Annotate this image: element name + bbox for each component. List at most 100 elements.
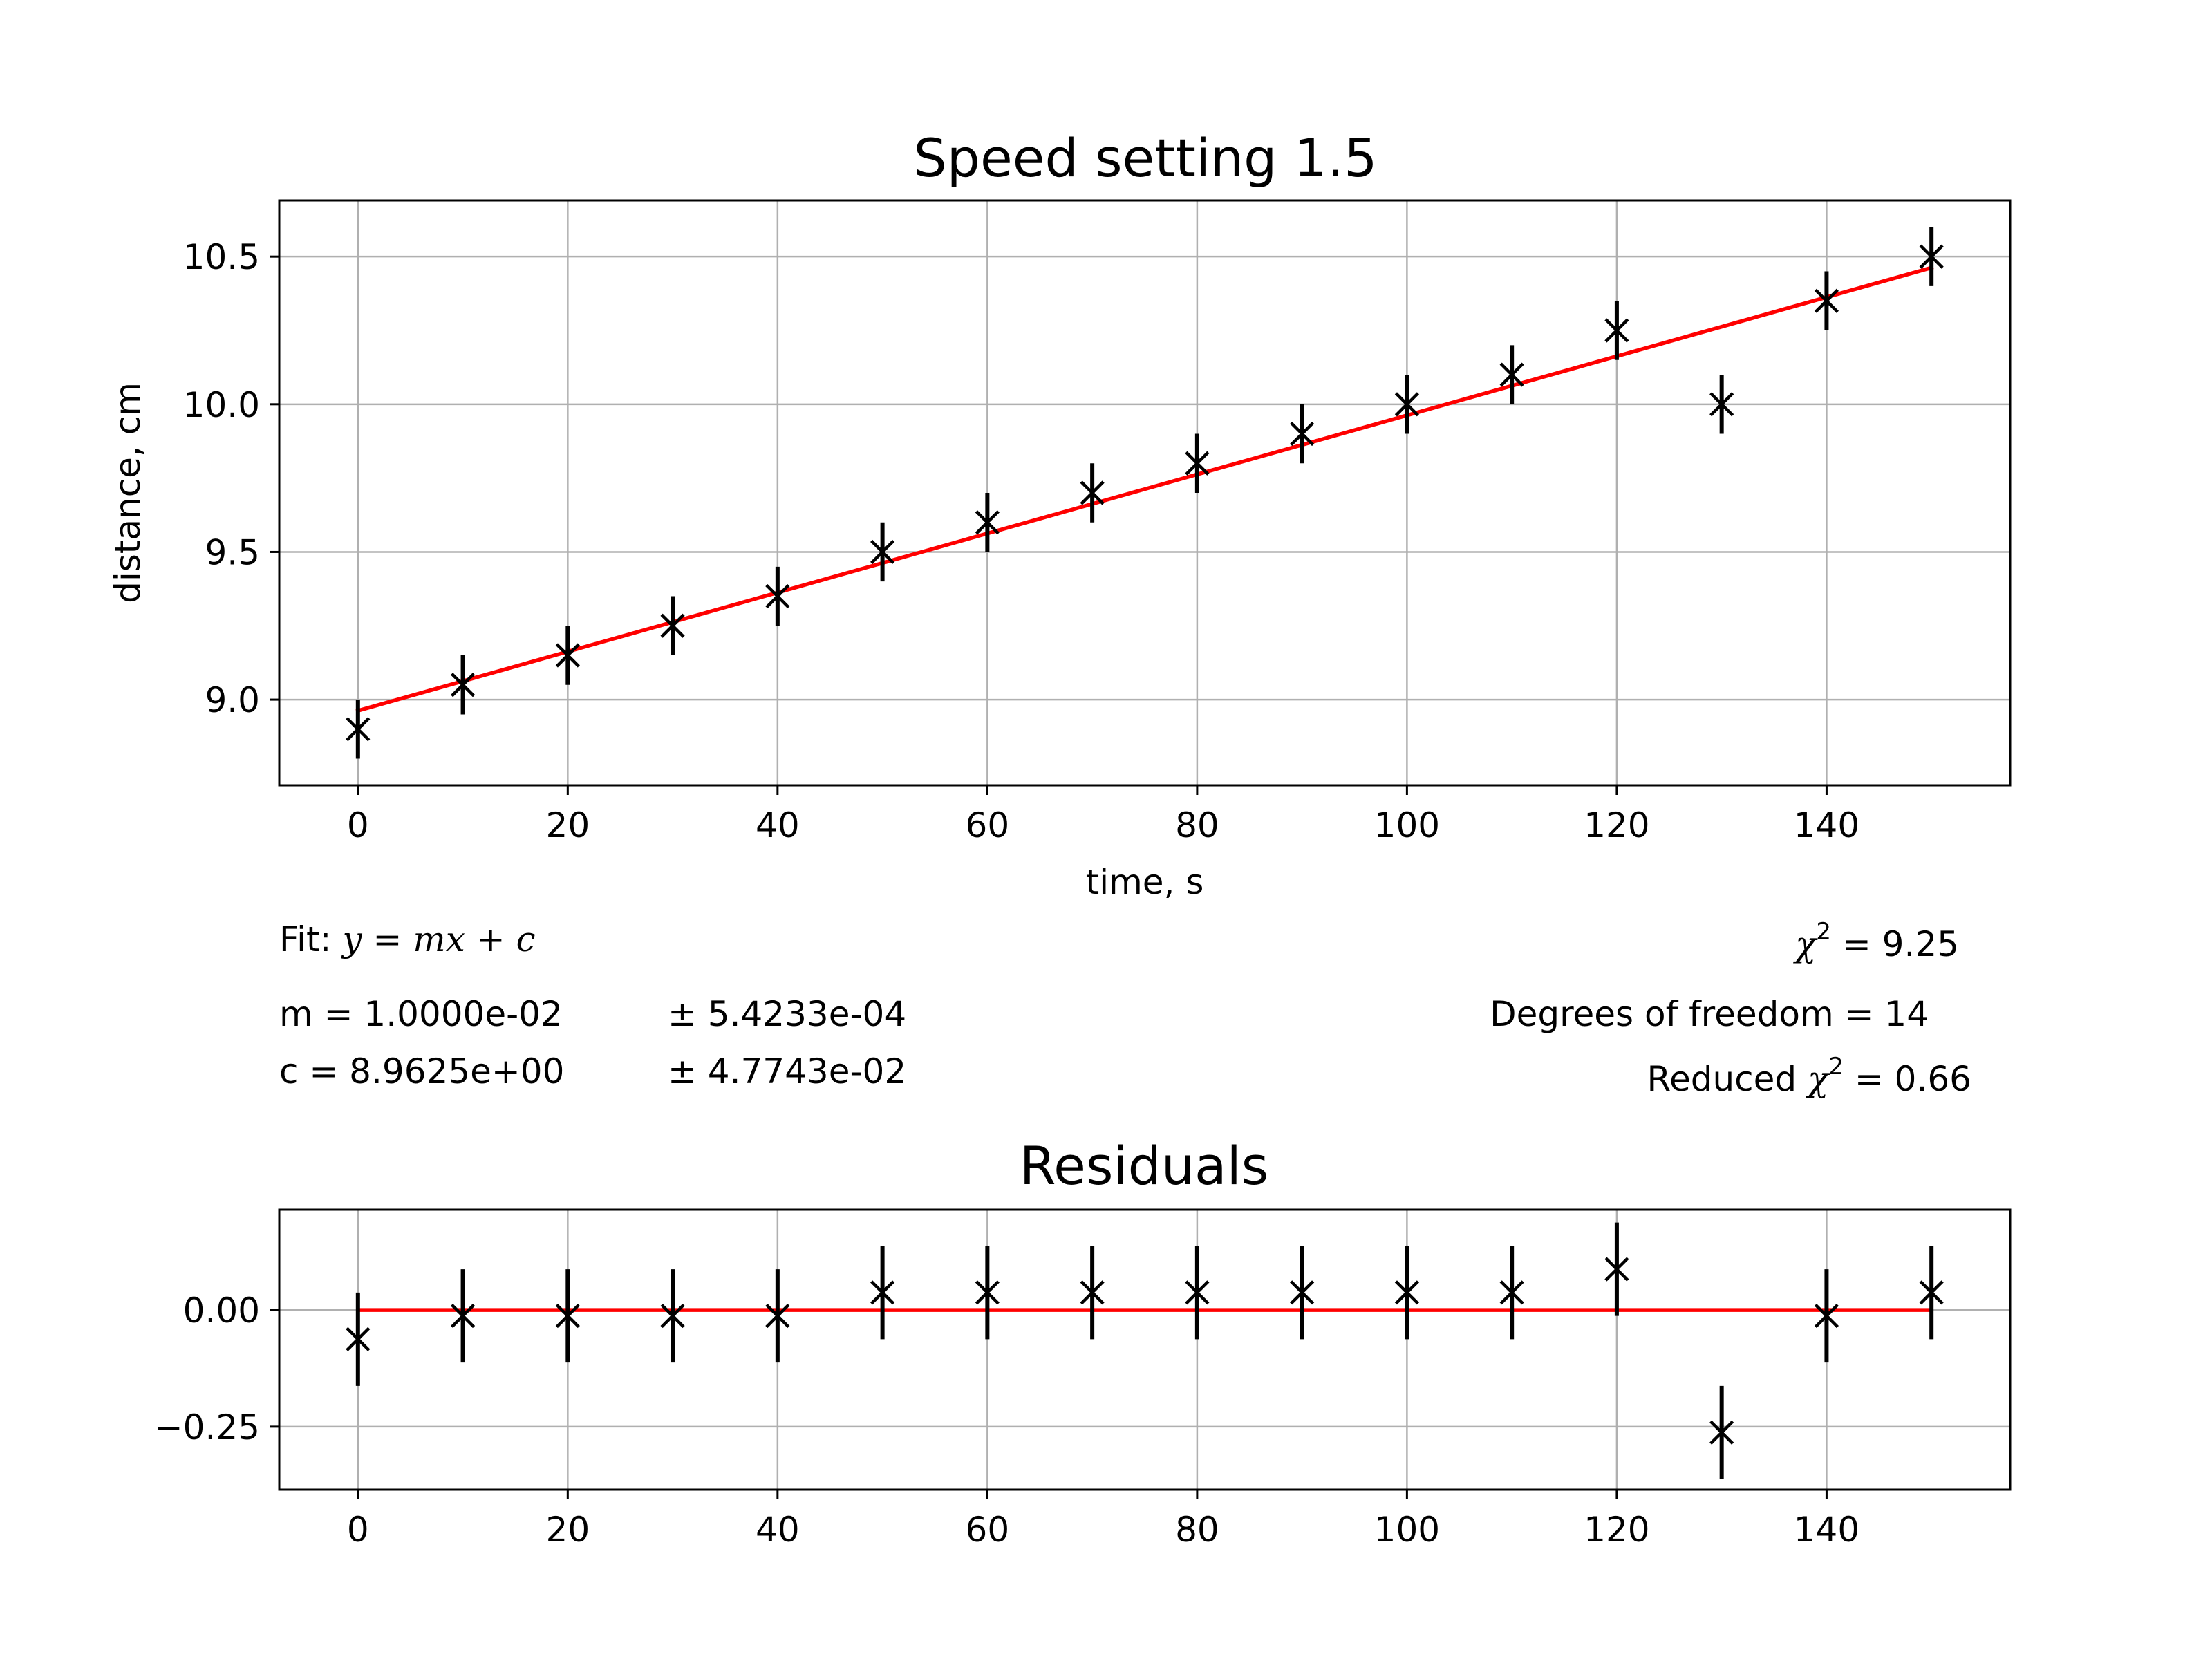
main-marker-10 xyxy=(450,673,476,697)
residuals-marker-70 xyxy=(1080,1280,1105,1305)
main-marker-80 xyxy=(1185,451,1210,476)
main-plot: Speed setting 1.5 0 20 40 60 80 100 120 140 9.0 9… xyxy=(108,127,2012,902)
main-xtick-label-40: 40 xyxy=(756,805,800,845)
main-ytick-label-1: 9.5 xyxy=(205,532,260,572)
residuals-point-70 xyxy=(1080,1246,1105,1340)
main-point-130 xyxy=(1709,375,1734,434)
main-point-80 xyxy=(1185,433,1210,493)
main-points xyxy=(346,227,1944,759)
main-xtick-label-120: 120 xyxy=(1584,805,1649,845)
residuals-point-10 xyxy=(450,1269,476,1363)
residuals-marker-80 xyxy=(1185,1280,1210,1305)
residuals-xtick-label-20: 20 xyxy=(546,1510,590,1550)
main-ytick-label-3: 10.5 xyxy=(183,237,260,277)
residuals-grid xyxy=(279,1210,2010,1490)
main-point-120 xyxy=(1604,301,1629,360)
residuals-xtick-label-140: 140 xyxy=(1794,1510,1859,1550)
residuals-plot: Residuals 0 20 40 60 80 100 120 140 0.00 −0.25 xyxy=(154,1135,2012,1550)
residuals-xtick-label-120: 120 xyxy=(1584,1510,1649,1550)
main-marker-30 xyxy=(660,613,685,638)
residuals-title: Residuals xyxy=(1020,1135,1269,1197)
residuals-point-120 xyxy=(1604,1222,1629,1316)
main-axes-frame xyxy=(278,199,2012,787)
main-ticks: 0 20 40 60 80 100 120 140 9.0 9.5 10.0 10.5 xyxy=(183,237,1859,845)
residuals-xtick-label-80: 80 xyxy=(1175,1510,1219,1550)
main-xlabel: time, s xyxy=(1086,862,1204,902)
residuals-xtick-label-40: 40 xyxy=(756,1510,800,1550)
residuals-points xyxy=(346,1222,1944,1479)
main-point-90 xyxy=(1290,404,1315,464)
chi-squared: χ2 = 9.25 xyxy=(1793,918,1959,964)
degrees-of-freedom: Degrees of freedom = 14 xyxy=(1490,994,1929,1034)
main-point-60 xyxy=(975,493,1000,552)
residuals-point-140 xyxy=(1814,1269,1839,1363)
residuals-point-50 xyxy=(870,1246,895,1340)
fit-label: Fit: y = mx + c xyxy=(279,919,536,959)
main-marker-120 xyxy=(1604,318,1629,343)
residuals-point-100 xyxy=(1394,1246,1419,1340)
main-xtick-label-0: 0 xyxy=(347,805,369,845)
main-point-150 xyxy=(1919,227,1944,286)
main-grid xyxy=(279,200,2010,785)
residuals-marker-100 xyxy=(1394,1280,1419,1305)
residuals-marker-140 xyxy=(1814,1303,1839,1329)
reduced-chi-squared: Reduced χ2 = 0.66 xyxy=(1647,1053,1971,1099)
main-point-40 xyxy=(765,566,790,626)
main-ylabel: distance, cm xyxy=(108,382,148,603)
fit-info: Fit: y = mx + c m = 1.0000e-02 ± 5.4233e… xyxy=(279,918,1971,1099)
main-marker-110 xyxy=(1499,362,1524,387)
main-point-0 xyxy=(346,700,371,759)
residuals-point-60 xyxy=(975,1246,1000,1340)
m-value: m = 1.0000e-02 xyxy=(279,994,563,1034)
c-uncertainty: ± 4.7743e-02 xyxy=(668,1051,906,1091)
residuals-marker-110 xyxy=(1499,1280,1524,1305)
residuals-marker-30 xyxy=(660,1303,685,1329)
residuals-marker-20 xyxy=(555,1303,580,1329)
fit-equation: y = mx + c xyxy=(341,919,535,959)
residuals-point-80 xyxy=(1185,1246,1210,1340)
main-point-30 xyxy=(660,596,685,655)
residuals-point-20 xyxy=(555,1269,580,1363)
main-marker-20 xyxy=(555,643,580,668)
main-marker-150 xyxy=(1919,244,1944,269)
residuals-ticks: 0 20 40 60 80 100 120 140 0.00 −0.25 xyxy=(154,1291,1859,1550)
main-title: Speed setting 1.5 xyxy=(914,127,1378,189)
main-point-70 xyxy=(1080,463,1105,523)
residuals-marker-40 xyxy=(765,1303,790,1329)
residuals-point-150 xyxy=(1919,1246,1944,1340)
residuals-marker-60 xyxy=(975,1280,1000,1305)
main-xtick-label-80: 80 xyxy=(1175,805,1219,845)
main-ytick-label-0: 9.0 xyxy=(205,680,260,720)
main-xtick-label-20: 20 xyxy=(546,805,590,845)
main-marker-60 xyxy=(975,510,1000,535)
residuals-point-30 xyxy=(660,1269,685,1363)
residuals-xtick-label-100: 100 xyxy=(1374,1510,1440,1550)
main-point-50 xyxy=(870,522,895,582)
main-ytick-label-2: 10.0 xyxy=(183,385,260,425)
main-point-140 xyxy=(1814,271,1839,330)
main-point-10 xyxy=(450,655,476,715)
residuals-point-0 xyxy=(346,1292,371,1386)
main-marker-90 xyxy=(1290,421,1315,447)
residuals-marker-150 xyxy=(1919,1280,1944,1305)
main-fit xyxy=(355,265,1934,713)
residuals-marker-50 xyxy=(870,1280,895,1305)
residuals-marker-10 xyxy=(450,1303,476,1329)
main-xtick-label-100: 100 xyxy=(1374,805,1440,845)
residuals-xtick-label-60: 60 xyxy=(966,1510,1010,1550)
main-point-100 xyxy=(1394,375,1419,434)
residuals-point-130 xyxy=(1709,1385,1734,1479)
residuals-ytick-label-0: 0.00 xyxy=(183,1291,260,1331)
main-marker-130 xyxy=(1709,392,1734,417)
main-marker-140 xyxy=(1814,288,1839,313)
residuals-xtick-label-0: 0 xyxy=(347,1510,369,1550)
residuals-ytick-label-1: −0.25 xyxy=(154,1407,260,1447)
residuals-point-110 xyxy=(1499,1246,1524,1340)
residuals-marker-120 xyxy=(1604,1257,1629,1282)
main-marker-50 xyxy=(870,539,895,565)
c-value: c = 8.9625e+00 xyxy=(279,1051,564,1091)
main-marker-70 xyxy=(1080,480,1105,505)
main-fit-line-group xyxy=(355,265,1934,713)
residuals-marker-130 xyxy=(1709,1420,1734,1445)
